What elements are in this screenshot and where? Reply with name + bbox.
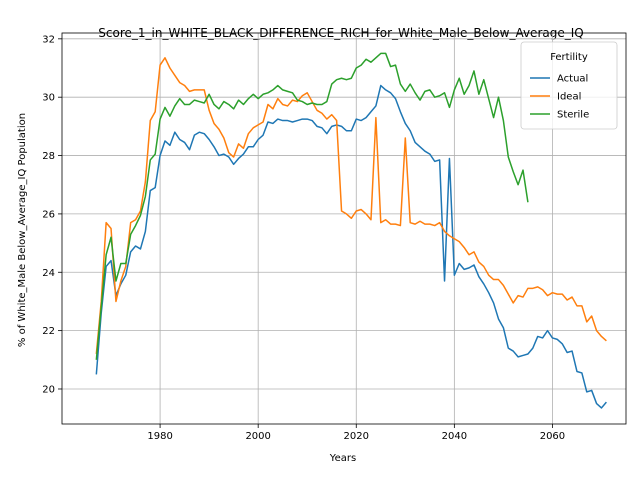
series-line-ideal <box>95 57 607 355</box>
x-tick-label: 2000 <box>245 431 270 442</box>
y-tick-label: 30 <box>42 93 55 104</box>
y-tick-label: 26 <box>42 209 55 220</box>
y-tick-label: 32 <box>42 34 55 45</box>
series-lines <box>95 52 607 409</box>
legend-label-ideal: Ideal <box>557 92 581 103</box>
x-axis-label: Years <box>329 453 356 464</box>
y-tick-label: 24 <box>42 268 55 279</box>
legend-box <box>520 41 618 130</box>
series-line-sterile <box>95 52 529 360</box>
x-tick-label: 2040 <box>442 431 467 442</box>
grid <box>62 33 626 424</box>
legend-title: Fertility <box>550 52 588 63</box>
y-tick-label: 28 <box>42 151 55 162</box>
series-line-actual <box>95 84 607 409</box>
y-axis-label: % of White_Male Below_Average_IQ Populat… <box>17 113 28 347</box>
legend-label-actual: Actual <box>557 74 588 85</box>
legend-label-sterile: Sterile <box>557 110 589 121</box>
y-tick-label: 22 <box>42 326 55 337</box>
legend: Fertility Actual Ideal Sterile <box>520 41 618 130</box>
x-axis-ticks: 1980 2000 2020 2040 2060 <box>147 424 565 442</box>
plot-frame <box>61 32 627 425</box>
x-tick-label: 1980 <box>147 431 172 442</box>
y-axis-ticks: 20 22 24 26 28 30 32 <box>42 34 62 395</box>
y-tick-label: 20 <box>42 384 55 395</box>
x-tick-label: 2020 <box>344 431 369 442</box>
x-tick-label: 2060 <box>540 431 565 442</box>
legend-entries: Actual Ideal Sterile <box>530 74 589 121</box>
